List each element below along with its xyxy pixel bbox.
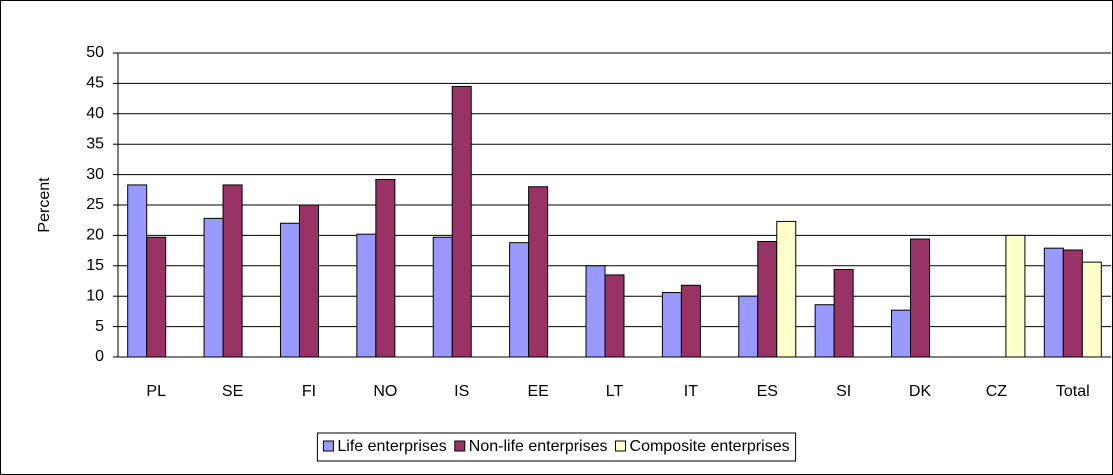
- x-tick-label: CZ: [986, 383, 1008, 400]
- x-tick-label: DK: [909, 383, 932, 400]
- bar: [298, 204, 319, 358]
- bar: [833, 268, 854, 358]
- bar: [604, 274, 625, 358]
- bar: [451, 85, 472, 358]
- bar: [356, 233, 377, 358]
- x-tick-label: ES: [757, 383, 778, 400]
- legend-box: [316, 432, 797, 462]
- bar: [528, 186, 549, 358]
- x-tick-label: IS: [454, 383, 469, 400]
- y-tick-label: 15: [86, 257, 104, 274]
- x-tick-label: IT: [684, 383, 698, 400]
- x-tick-label: SE: [222, 383, 243, 400]
- bar: [585, 265, 606, 358]
- legend-swatch: [322, 440, 334, 452]
- x-tick-label: FI: [302, 383, 316, 400]
- bar: [203, 217, 224, 358]
- y-tick-label: 50: [86, 44, 104, 61]
- bar: [776, 220, 797, 358]
- legend-label: Composite enterprises: [630, 438, 790, 455]
- bar: [127, 184, 148, 358]
- legend-label: Non-life enterprises: [469, 438, 608, 455]
- legend-label: Life enterprises: [337, 438, 446, 455]
- y-tick-label: 30: [86, 166, 104, 183]
- y-tick-label: 0: [95, 348, 104, 365]
- bar: [1081, 261, 1102, 358]
- x-tick-label: Total: [1056, 383, 1090, 400]
- bar: [509, 242, 530, 358]
- bar: [738, 295, 759, 358]
- y-tick-label: 35: [86, 135, 104, 152]
- bar: [222, 184, 243, 358]
- bar: [279, 222, 300, 358]
- x-tick-label: LT: [606, 383, 624, 400]
- bar: [1062, 249, 1083, 358]
- bar: [1043, 247, 1064, 358]
- bar: [910, 238, 931, 358]
- bar: [432, 236, 453, 358]
- bar: [146, 236, 167, 358]
- bar: [891, 309, 912, 358]
- y-tick-label: 40: [86, 105, 104, 122]
- x-tick-label: PL: [146, 383, 166, 400]
- x-tick-label: EE: [527, 383, 548, 400]
- x-tick-label: SI: [836, 383, 851, 400]
- bar: [680, 284, 701, 358]
- bar: [757, 240, 778, 358]
- y-tick-label: 20: [86, 227, 104, 244]
- bar: [661, 292, 682, 358]
- x-tick-label: NO: [373, 383, 397, 400]
- y-tick-label: 10: [86, 287, 104, 304]
- bar: [375, 178, 396, 358]
- y-tick-label: 25: [86, 196, 104, 213]
- legend-swatch: [615, 440, 627, 452]
- y-tick-label: 45: [86, 75, 104, 92]
- bar: [1005, 234, 1026, 358]
- y-axis-label: Percent: [36, 177, 53, 233]
- legend-swatch: [454, 440, 466, 452]
- y-tick-label: 5: [95, 318, 104, 335]
- bar: [814, 304, 835, 358]
